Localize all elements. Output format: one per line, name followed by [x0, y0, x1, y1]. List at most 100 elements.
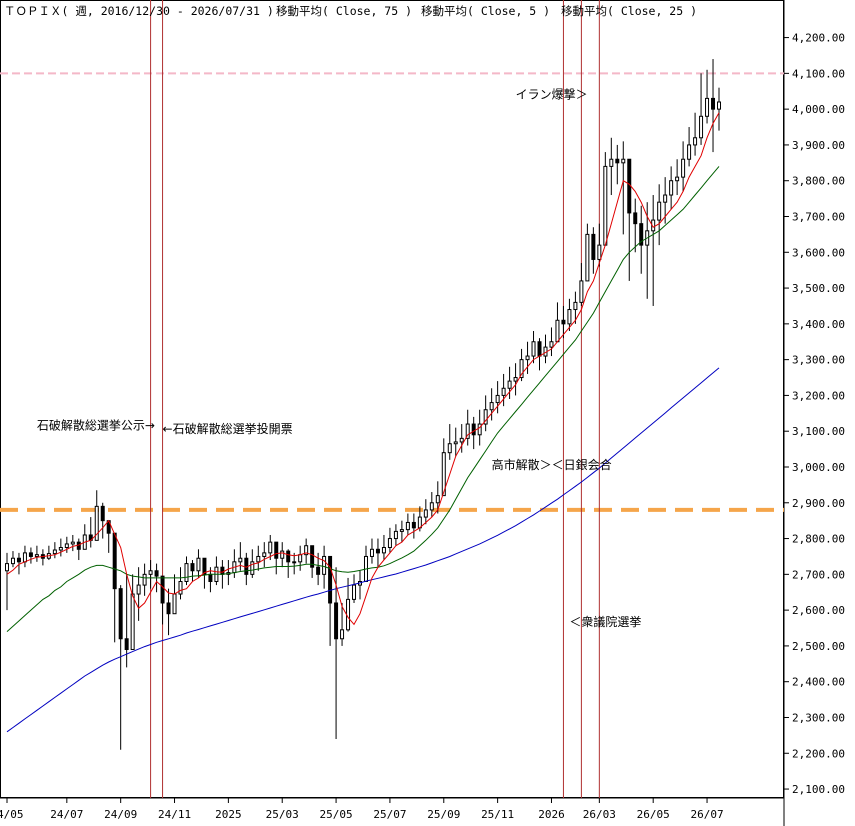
plot-frame [0, 0, 784, 798]
candle-up [268, 541, 273, 554]
ma25-line [6, 166, 720, 632]
price-tick-label: 4,000.00 [792, 103, 845, 116]
price-tick-label: 2,200.00 [792, 747, 845, 760]
time-tick-label: 25/03 [266, 808, 299, 821]
candle-down [124, 638, 129, 650]
ma-label-5: 移動平均( Close, 5 ) [421, 4, 550, 18]
event-annotation: イラン爆撃＞ [516, 86, 588, 101]
candle-down [639, 223, 644, 246]
candle-up [459, 437, 464, 443]
candle-up [250, 561, 255, 575]
candle-up [447, 443, 452, 454]
time-tick-label: 24/07 [50, 808, 83, 821]
candle-down [16, 557, 21, 563]
ma-label-75: 移動平均( Close, 75 ) [276, 4, 412, 18]
candle-down [310, 545, 315, 568]
price-tick-label: 2,700.00 [792, 568, 845, 581]
horizontal-levels [0, 72, 784, 512]
candle-down [328, 555, 333, 604]
candle-up [399, 529, 404, 532]
candle-down [711, 97, 716, 110]
candle-down [316, 566, 321, 575]
candle-up [435, 495, 440, 504]
event-annotation: 高市解散＞＜日銀会合 [492, 457, 612, 472]
candle-up [687, 144, 692, 160]
price-tick-label: 2,400.00 [792, 676, 845, 689]
time-tick-label: 24/11 [158, 808, 191, 821]
candle-up [585, 233, 590, 282]
candle-down [615, 158, 620, 164]
candle-down [154, 570, 159, 577]
candle-up [405, 521, 410, 531]
candle-up [322, 555, 327, 575]
candle-up [555, 319, 560, 343]
candle-down [411, 521, 416, 529]
price-tick-label: 3,500.00 [792, 282, 845, 295]
candle-up [70, 541, 75, 545]
candle-up [513, 377, 518, 382]
candle-up [495, 394, 500, 404]
price-tick-label: 3,200.00 [792, 389, 845, 402]
candle-up [94, 505, 99, 541]
candle-up [675, 176, 680, 182]
candle-up [184, 563, 189, 583]
candle-up [148, 570, 153, 575]
candle-up [663, 194, 668, 203]
candle-up [501, 387, 506, 396]
price-tick-label: 4,200.00 [792, 32, 845, 45]
candle-up [489, 402, 494, 411]
event-annotation: ＜衆議院選挙 [569, 615, 641, 629]
candle-up [549, 341, 554, 348]
candle-down [334, 602, 339, 640]
price-tick-label: 2,600.00 [792, 604, 845, 617]
price-tick-label: 2,900.00 [792, 497, 845, 510]
event-lines [150, 0, 600, 798]
candle-down [202, 557, 207, 575]
candle-up [531, 341, 536, 357]
time-tick-label: 26/05 [637, 808, 670, 821]
price-tick-label: 2,500.00 [792, 640, 845, 653]
moving-averages [6, 112, 720, 733]
time-tick-label: 25/07 [373, 808, 406, 821]
candle-up [280, 550, 285, 559]
candle-up [52, 549, 57, 555]
candle-up [573, 301, 578, 311]
candle-up [292, 561, 297, 564]
chart-title: ＴＯＰＩＸ( 週, 2016/12/30 - 2026/07/31 ) [4, 4, 274, 18]
time-tick-label: 25/05 [320, 808, 353, 821]
candle-up [381, 547, 386, 554]
price-tick-label: 2,100.00 [792, 783, 845, 796]
candle-up [4, 563, 9, 572]
candle-up [393, 530, 398, 540]
price-tick-label: 4,100.00 [792, 67, 845, 80]
candle-up [657, 201, 662, 221]
candle-up [136, 584, 141, 595]
time-tick-label: 26/07 [690, 808, 723, 821]
candle-up [669, 180, 674, 196]
candle-up [130, 593, 135, 650]
price-tick-label: 3,800.00 [792, 175, 845, 188]
candle-up [597, 244, 602, 260]
candle-up [621, 158, 626, 164]
price-tick-label: 3,400.00 [792, 318, 845, 331]
candle-up [603, 165, 608, 246]
candle-up [262, 552, 267, 557]
candle-up [340, 629, 345, 640]
candle-down [274, 541, 279, 559]
time-tick-label: 25/11 [481, 808, 514, 821]
time-tick-label: 2026 [538, 808, 565, 821]
candle-down [208, 573, 213, 583]
price-tick-label: 3,100.00 [792, 425, 845, 438]
price-tick-label: 3,300.00 [792, 354, 845, 367]
candle-up [58, 547, 63, 551]
candle-down [633, 212, 638, 225]
candle-up [352, 584, 357, 600]
candle-down [160, 575, 165, 604]
candle-down [190, 563, 195, 572]
candle-up [477, 423, 482, 436]
price-tick-label: 3,000.00 [792, 461, 845, 474]
candle-up [609, 158, 614, 167]
candle-up [369, 548, 374, 557]
candle-up [681, 158, 686, 178]
time-tick-label: 24/09 [104, 808, 137, 821]
